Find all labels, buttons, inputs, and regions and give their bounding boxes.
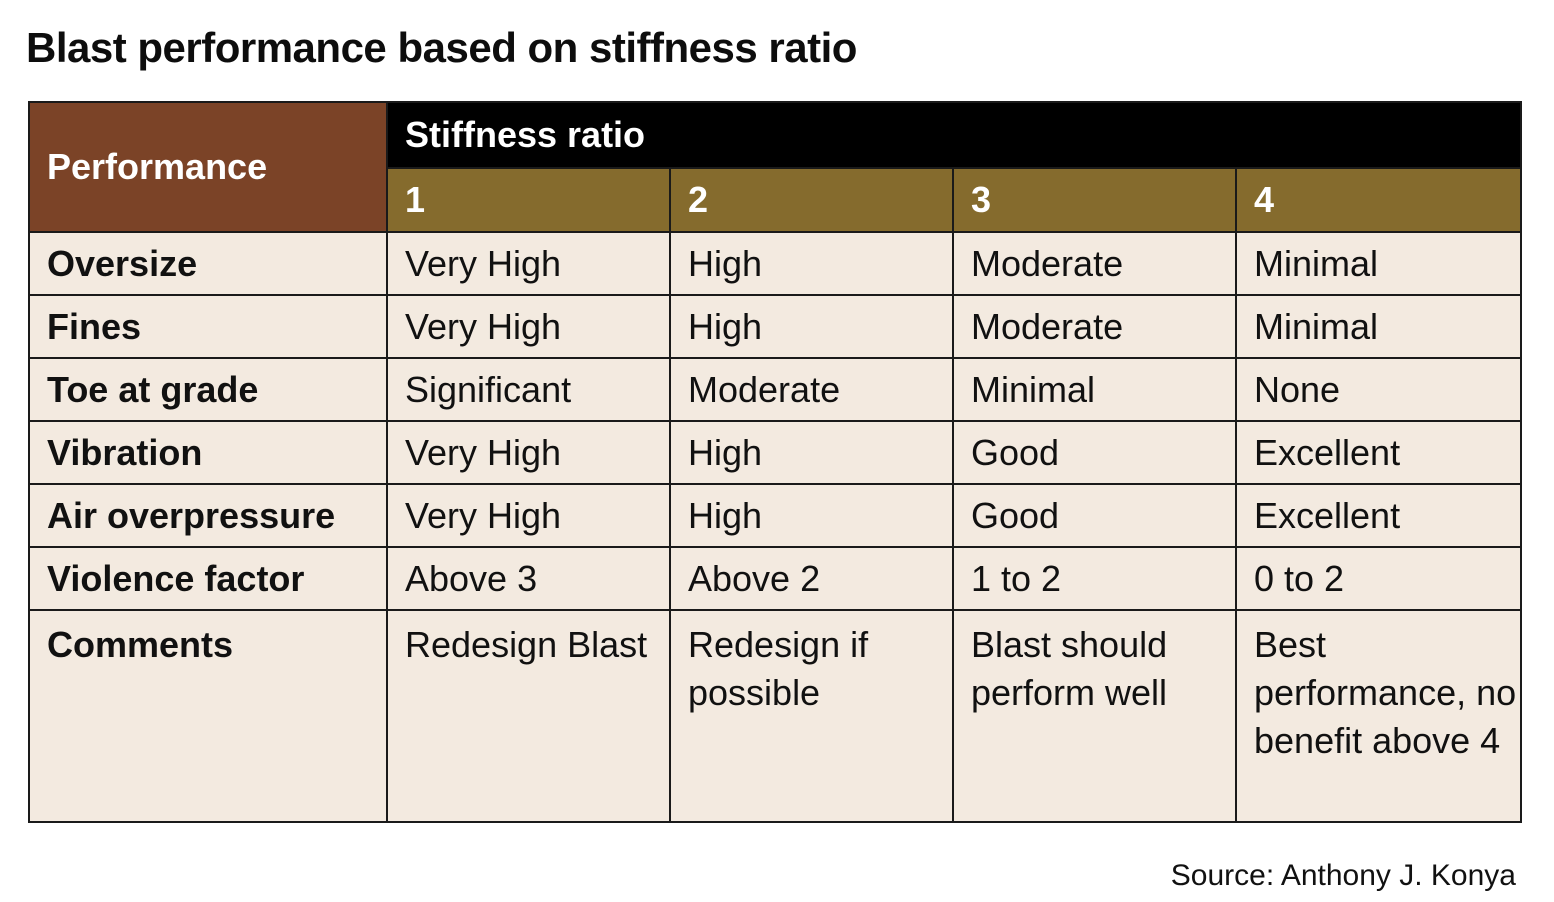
- table-cell: High: [669, 420, 954, 485]
- table-cell: 1 to 2: [952, 546, 1237, 611]
- table-row: Oversize Very High High Moderate Minimal: [28, 231, 1523, 296]
- row-label: Violence factor: [28, 546, 388, 611]
- page-title: Blast performance based on stiffness rat…: [26, 24, 857, 71]
- row-label: Oversize: [28, 231, 388, 296]
- table-cell: 0 to 2: [1234, 546, 1523, 611]
- table-cell: Moderate: [952, 294, 1237, 359]
- table-row: Comments Redesign Blast Redesign if poss…: [28, 609, 1523, 823]
- table-cell: Minimal: [1234, 231, 1523, 296]
- row-label: Toe at grade: [28, 357, 388, 422]
- table-cell: Minimal: [1234, 294, 1523, 359]
- table-cell: High: [669, 294, 954, 359]
- table-row: Fines Very High High Moderate Minimal: [28, 294, 1523, 359]
- table-cell: Redesign if possible: [669, 609, 954, 823]
- ratio-column-header: 2: [669, 166, 954, 233]
- table-cell: Very High: [386, 231, 671, 296]
- ratio-column-header: 1: [386, 166, 671, 233]
- ratio-column-header: 4: [1234, 166, 1523, 233]
- table-cell: Significant: [386, 357, 671, 422]
- source-credit: Source: Anthony J. Konya: [1170, 859, 1516, 892]
- table-cell: Above 3: [386, 546, 671, 611]
- table-cell: Minimal: [952, 357, 1237, 422]
- table-cell: Best performance, no benefit above 4: [1234, 609, 1523, 823]
- table-cell: None: [1234, 357, 1523, 422]
- table-row: Toe at grade Significant Moderate Minima…: [28, 357, 1523, 422]
- table-cell: Very High: [386, 420, 671, 485]
- table-cell: Very High: [386, 294, 671, 359]
- row-label: Fines: [28, 294, 388, 359]
- table-cell: Moderate: [669, 357, 954, 422]
- table-cell: Blast should perform well: [952, 609, 1237, 823]
- table-cell: High: [669, 231, 954, 296]
- stiffness-ratio-header: Stiffness ratio: [385, 101, 1523, 169]
- table-cell: High: [669, 483, 954, 548]
- table-row: Violence factor Above 3 Above 2 1 to 2 0…: [28, 546, 1523, 611]
- row-label: Comments: [28, 609, 388, 823]
- table-cell: Good: [952, 420, 1237, 485]
- table-cell: Excellent: [1234, 420, 1523, 485]
- table-row: Vibration Very High High Good Excellent: [28, 420, 1523, 485]
- ratio-column-header: 3: [952, 166, 1237, 233]
- table-cell: Redesign Blast: [386, 609, 671, 823]
- table-cell: Good: [952, 483, 1237, 548]
- table-cell: Above 2: [669, 546, 954, 611]
- performance-header: Performance: [28, 101, 388, 233]
- row-label: Air overpressure: [28, 483, 388, 548]
- table-cell: Moderate: [952, 231, 1237, 296]
- stiffness-table: Performance Stiffness ratio 1 2 3 4 Over…: [28, 101, 1523, 823]
- row-label: Vibration: [28, 420, 388, 485]
- table-row: Air overpressure Very High High Good Exc…: [28, 483, 1523, 548]
- table-cell: Very High: [386, 483, 671, 548]
- table-cell: Excellent: [1234, 483, 1523, 548]
